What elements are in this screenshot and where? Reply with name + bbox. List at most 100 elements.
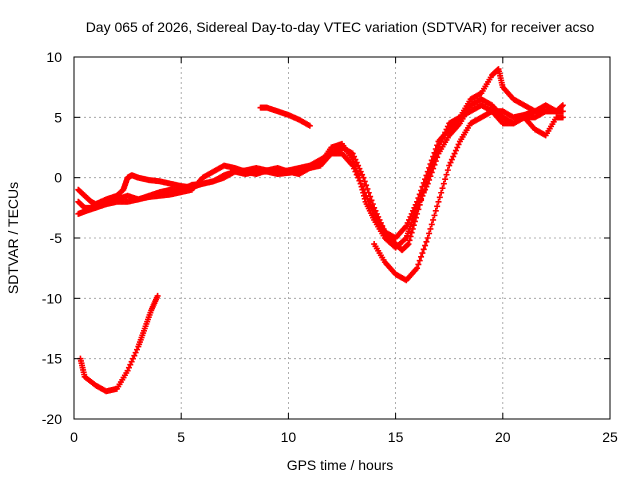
data-point (448, 156, 455, 163)
data-point (367, 201, 374, 208)
data-point (434, 142, 441, 149)
data-point (418, 187, 425, 194)
x-tick-label: 20 (495, 429, 511, 445)
data-point (430, 216, 437, 223)
data-point (424, 168, 431, 175)
data-point (428, 221, 435, 228)
data-point (407, 213, 414, 220)
data-point (414, 198, 421, 205)
series-arc-3 (75, 66, 566, 241)
data-point (439, 185, 446, 192)
data-point (361, 189, 368, 196)
data-points (75, 66, 566, 395)
data-point (133, 346, 140, 353)
y-axis-label: SDTVAR / TECUs (5, 182, 21, 294)
data-point (357, 180, 364, 187)
data-point (442, 176, 449, 183)
data-point (423, 238, 430, 245)
data-point (426, 230, 433, 237)
data-point (355, 174, 362, 181)
data-point (154, 292, 161, 299)
x-tick-label: 10 (281, 429, 297, 445)
data-point (369, 207, 376, 214)
data-point (559, 114, 566, 121)
data-point (406, 216, 412, 223)
data-point (447, 159, 454, 166)
data-point (444, 167, 451, 174)
data-point (432, 146, 439, 153)
x-tick-label: 15 (388, 429, 404, 445)
data-point (410, 207, 417, 214)
data-point (419, 183, 426, 190)
data-point (422, 176, 429, 183)
data-point (452, 147, 459, 154)
data-point (418, 253, 425, 260)
data-point (356, 177, 363, 184)
data-point (434, 203, 441, 210)
data-point (440, 180, 447, 187)
data-point (420, 179, 427, 186)
data-point (422, 242, 429, 249)
data-point (415, 195, 422, 202)
data-point (349, 162, 356, 169)
data-point (359, 183, 366, 190)
data-point (412, 201, 419, 208)
data-point (306, 122, 313, 129)
data-point (415, 261, 422, 268)
data-point (553, 108, 560, 115)
series-arc-2 (75, 96, 566, 251)
data-point (416, 257, 423, 264)
data-point (360, 186, 367, 193)
data-point (416, 191, 423, 198)
data-point (427, 225, 434, 232)
data-point (403, 222, 410, 229)
data-point (353, 171, 360, 178)
series-arc-4 (371, 108, 560, 284)
data-point (450, 153, 457, 160)
data-point (454, 144, 461, 151)
data-point (423, 172, 430, 179)
data-point (406, 237, 413, 244)
y-tick-label: 5 (54, 109, 62, 125)
data-point (559, 102, 566, 109)
data-point (363, 192, 370, 199)
data-point (451, 150, 458, 157)
data-point (131, 352, 138, 359)
data-point (124, 367, 131, 374)
y-tick-label: -5 (50, 230, 63, 246)
data-point (455, 141, 462, 148)
x-tick-label: 5 (177, 429, 185, 445)
data-point (438, 189, 445, 196)
x-tick-label: 25 (602, 429, 618, 445)
series-arc-6 (77, 292, 161, 395)
data-point (405, 241, 412, 248)
y-tick-label: -15 (42, 351, 62, 367)
data-point (414, 265, 421, 272)
data-point (368, 204, 375, 211)
data-point (431, 149, 438, 156)
data-point (420, 246, 427, 253)
data-point (404, 219, 411, 226)
data-point (364, 195, 371, 202)
data-point (132, 349, 139, 356)
data-point (424, 235, 431, 241)
y-tick-label: -20 (42, 411, 62, 427)
data-point (351, 165, 358, 172)
data-point (435, 198, 442, 205)
data-point (426, 164, 433, 171)
data-point (408, 210, 415, 217)
data-point (129, 355, 136, 362)
data-point (446, 162, 453, 169)
series-arc-5 (257, 104, 313, 129)
data-point (365, 198, 372, 205)
y-tick-label: -10 (42, 290, 62, 306)
data-point (125, 364, 132, 371)
axis-ticks: 0 5 10 15 20 25 -20 -15 -10 -5 0 5 10 (42, 49, 618, 445)
data-point (432, 207, 439, 214)
x-tick-label: 0 (70, 429, 78, 445)
data-point (127, 361, 134, 368)
data-point (443, 171, 450, 178)
data-point (419, 250, 426, 257)
data-point (128, 358, 135, 365)
